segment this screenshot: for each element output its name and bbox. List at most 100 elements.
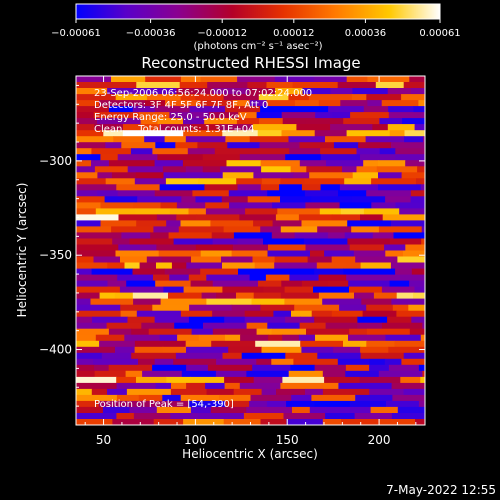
heatmap-cell xyxy=(76,358,94,366)
heatmap-cell xyxy=(203,322,248,330)
heatmap-cell xyxy=(107,262,125,269)
heatmap-cell xyxy=(224,382,241,390)
heatmap-cell xyxy=(107,280,127,288)
heatmap-cell xyxy=(266,82,294,89)
heatmap-cell xyxy=(223,94,260,101)
heatmap-cell xyxy=(280,292,320,300)
heatmap-cell xyxy=(132,292,169,300)
heatmap-cell xyxy=(378,172,403,179)
heatmap-cell xyxy=(272,202,306,209)
heatmap-cell xyxy=(127,166,164,173)
heatmap-cell xyxy=(314,130,348,137)
heatmap-cell xyxy=(197,413,245,420)
heatmap-cell xyxy=(395,268,413,276)
colorbar-tick-label: 0.00036 xyxy=(345,28,386,39)
heatmap-cell xyxy=(255,340,301,348)
heatmap-cell xyxy=(76,388,93,396)
heatmap-cell xyxy=(76,88,108,95)
heatmap-cell xyxy=(186,262,223,269)
heatmap-cell xyxy=(268,244,306,251)
heatmap-cell xyxy=(260,184,280,191)
heatmap-cell xyxy=(372,124,389,131)
heatmap-cell xyxy=(200,100,234,107)
heatmap-cell xyxy=(286,419,324,425)
heatmap-cell xyxy=(116,184,161,191)
heatmap-cell xyxy=(146,130,184,137)
heatmap-cell xyxy=(420,334,425,342)
heatmap-cell xyxy=(392,394,425,402)
heatmap-cell xyxy=(352,172,379,179)
y-axis: −300 −350 −400 xyxy=(39,84,425,407)
heatmap-cell xyxy=(365,136,405,143)
heatmap-cell xyxy=(206,298,252,306)
heatmap-cell xyxy=(111,226,154,233)
heatmap-cell xyxy=(152,148,189,155)
heatmap-cell xyxy=(76,142,106,149)
heatmap-cell xyxy=(414,286,425,294)
heatmap-cell xyxy=(369,388,404,396)
heatmap-cell xyxy=(301,346,334,354)
heatmap-cell xyxy=(366,340,395,348)
heatmap-cell xyxy=(388,364,420,372)
heatmap-cell xyxy=(392,304,409,312)
heatmap-cell xyxy=(351,196,386,203)
heatmap-cell xyxy=(76,376,117,384)
heatmap-cell xyxy=(200,76,238,83)
y-tick-label: −400 xyxy=(39,343,72,357)
heatmap-cell xyxy=(104,196,138,203)
heatmap-cell xyxy=(280,226,318,233)
heatmap-cell xyxy=(138,358,156,366)
heatmap-cell xyxy=(146,94,181,101)
heatmap-cell xyxy=(225,334,241,342)
x-tick-label: 50 xyxy=(96,433,111,447)
heatmap-cell xyxy=(260,304,295,312)
heatmap-cell xyxy=(237,76,276,83)
heatmap-cell xyxy=(76,208,97,215)
heatmap-cell xyxy=(250,394,292,402)
heatmap-cell xyxy=(348,280,391,288)
heatmap-cell xyxy=(369,364,390,372)
heatmap-cell xyxy=(274,256,309,263)
heatmap-cell xyxy=(417,166,425,173)
heatmap-cell xyxy=(159,124,193,131)
heatmap-cell xyxy=(402,118,425,125)
heatmap-cell xyxy=(181,196,196,203)
heatmap-cell xyxy=(378,184,422,191)
heatmap-cell xyxy=(294,100,320,107)
heatmap-cell xyxy=(76,196,106,203)
heatmap-cell xyxy=(76,322,108,330)
heatmap-cell xyxy=(301,220,348,227)
heatmap-cell xyxy=(118,244,141,251)
heatmap-cell xyxy=(120,256,148,263)
heatmap-cell xyxy=(244,316,286,324)
heatmap-cell xyxy=(400,376,421,384)
heatmap-cell xyxy=(283,413,326,420)
heatmap-cell xyxy=(293,172,310,179)
heatmap-cell xyxy=(76,310,122,318)
heatmap-cell xyxy=(122,130,147,137)
heatmap-cell xyxy=(236,292,255,300)
heatmap-cell xyxy=(254,262,275,269)
heatmap-cell xyxy=(182,160,227,167)
heatmap-cell xyxy=(186,346,229,354)
heatmap-cell xyxy=(332,112,351,119)
heatmap-cell xyxy=(173,238,214,245)
heatmap-cell xyxy=(156,262,173,269)
heatmap-cell xyxy=(393,232,425,239)
heatmap-cell xyxy=(396,292,414,300)
heatmap-cell xyxy=(387,88,412,95)
heatmap-cell xyxy=(282,118,307,125)
heatmap-cell xyxy=(76,136,114,143)
heatmap-cell xyxy=(395,154,425,161)
heatmap-cell xyxy=(340,208,365,215)
heatmap-cell xyxy=(327,232,346,239)
heatmap-cell xyxy=(391,298,425,306)
heatmap-cell xyxy=(137,196,182,203)
heatmap-cell xyxy=(162,166,187,173)
heatmap-cell xyxy=(397,406,425,414)
heatmap-cell xyxy=(76,328,110,336)
heatmap-cell xyxy=(410,88,425,95)
heatmap-cell xyxy=(378,160,406,167)
heatmap-cell xyxy=(132,268,166,276)
heatmap-cell xyxy=(369,358,386,366)
